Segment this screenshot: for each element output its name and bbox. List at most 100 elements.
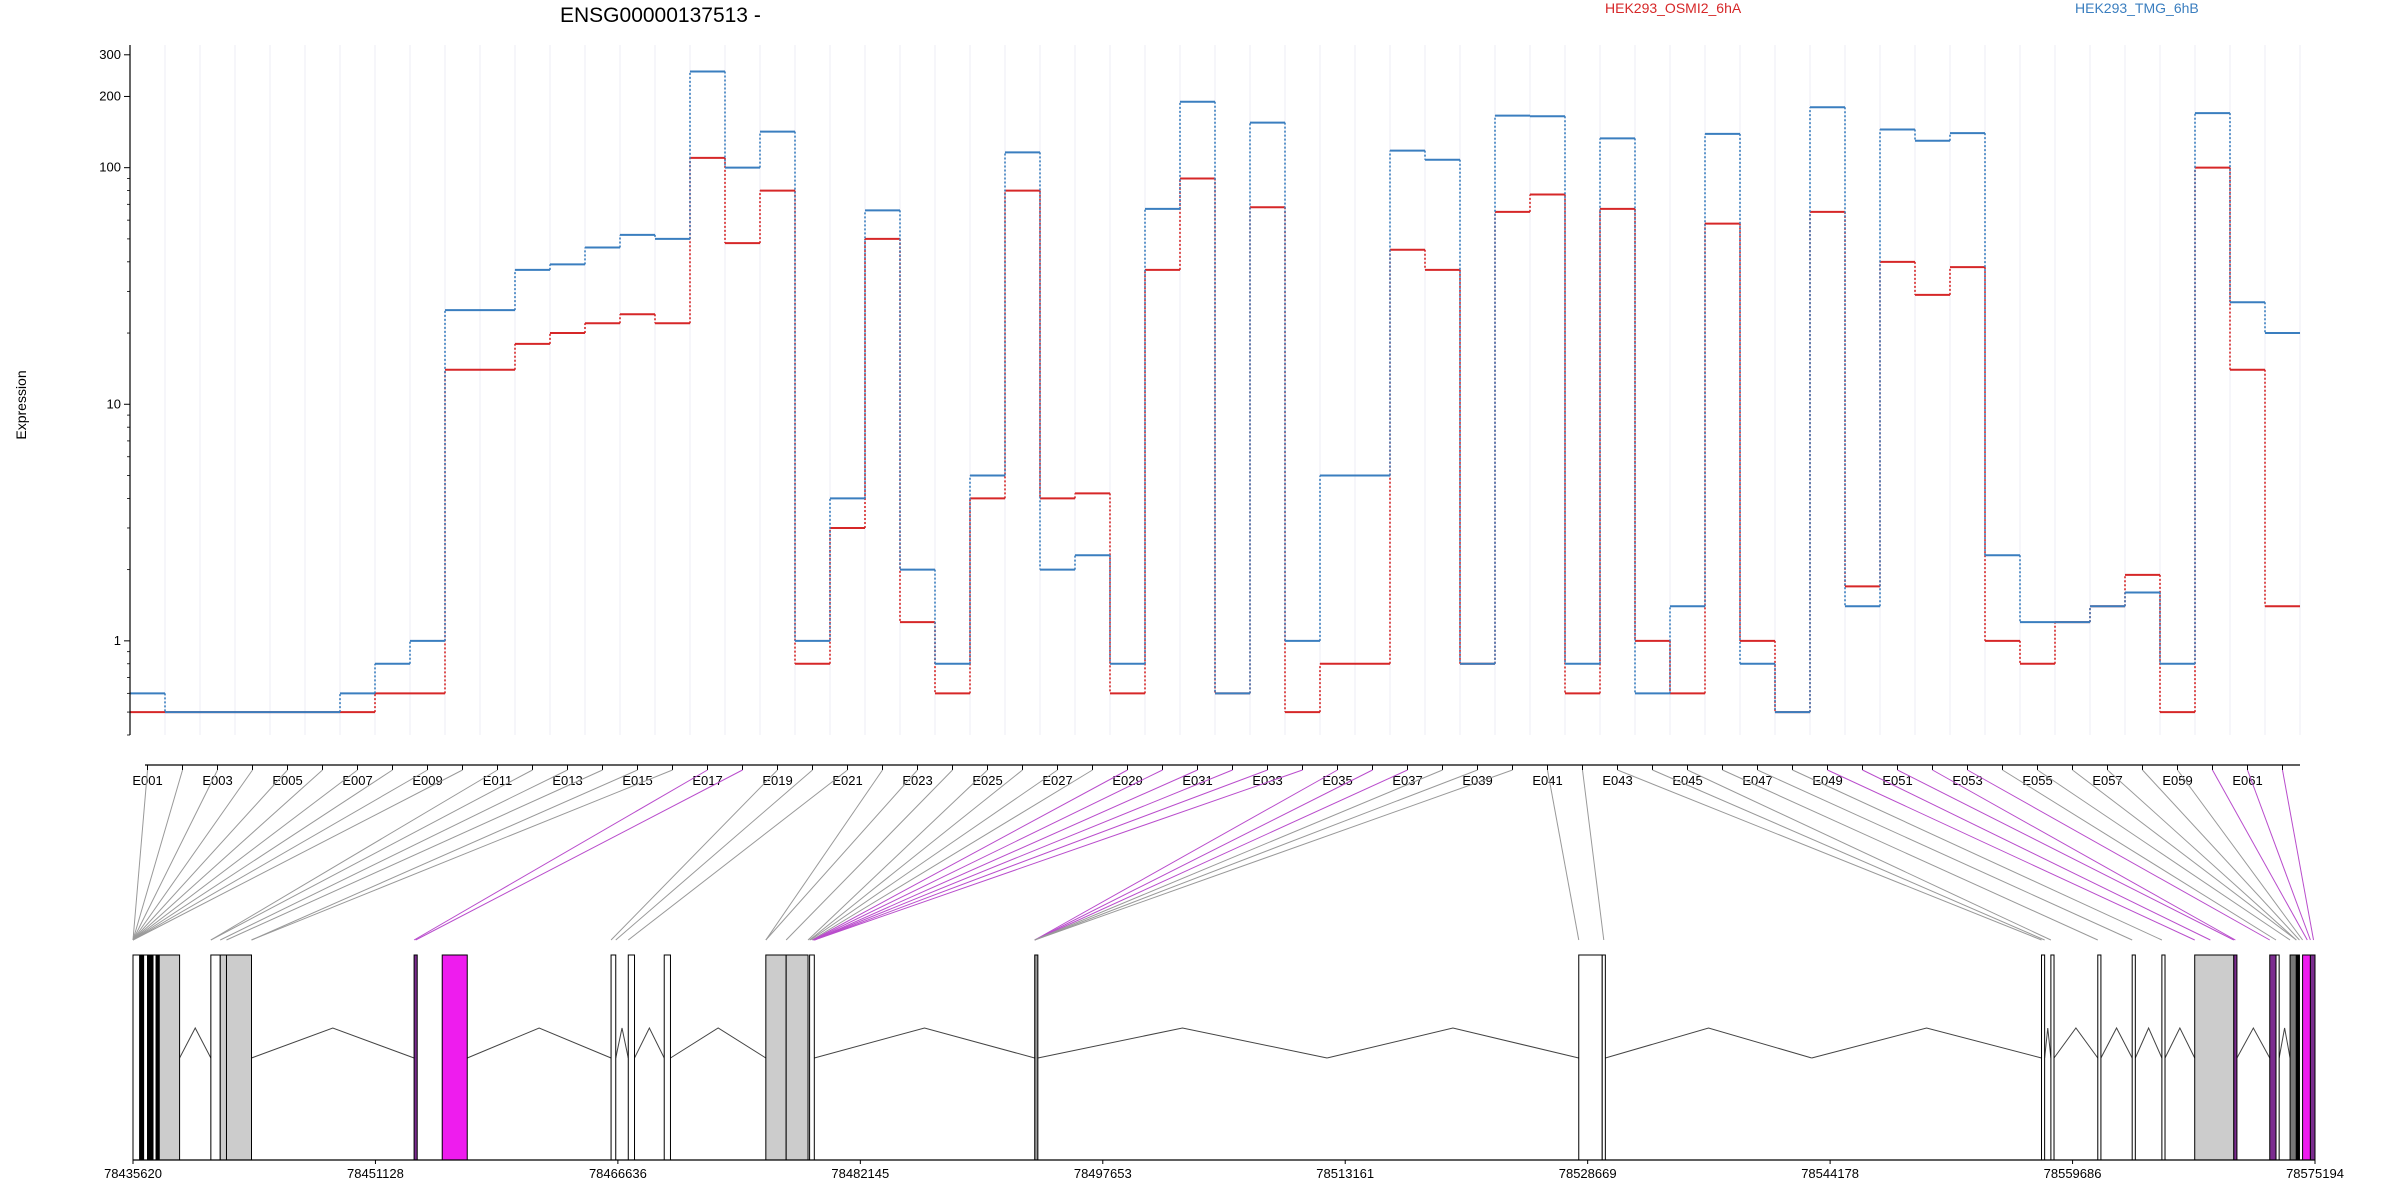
chart-title: ENSG00000137513 - [560, 4, 761, 27]
exon-connector [1547, 769, 1580, 941]
x-tick-label: E049 [1812, 773, 1842, 788]
intron-line [1605, 1027, 1812, 1059]
intron-line [2236, 1026, 2271, 1059]
x-tick-label: E003 [202, 773, 232, 788]
exon-block [132, 954, 141, 1161]
exon-block [2131, 954, 2136, 1161]
y-tick-label: 1 [114, 633, 121, 648]
exon-connector [132, 769, 358, 941]
exon-connector [1897, 769, 2235, 941]
y-tick-label: 300 [99, 47, 121, 62]
exon-connector [210, 769, 498, 941]
exon-connector [1967, 769, 2271, 941]
x-tick-label: E057 [2092, 773, 2122, 788]
exon-connector [415, 769, 743, 941]
exon-connector [813, 769, 1163, 941]
exon-connector [2002, 769, 2277, 941]
x-tick-label: E001 [132, 773, 162, 788]
x-tick-label: E009 [412, 773, 442, 788]
x-tick-label: E033 [1252, 773, 1282, 788]
exon-block [1034, 954, 1039, 1161]
exon-connectors [132, 769, 2315, 941]
exon-connector [132, 769, 253, 941]
intron-line [1811, 1027, 2042, 1059]
exon-connector [132, 769, 463, 941]
x-tick-label: E017 [692, 773, 722, 788]
exon-connector [210, 769, 533, 941]
exon-connector [132, 769, 288, 941]
intron-line [251, 1027, 415, 1059]
exon-connector [809, 769, 1023, 941]
exon-connector [610, 769, 778, 941]
exon-connector [132, 769, 323, 941]
exon-connector [811, 769, 1093, 941]
x-tick-label: E037 [1392, 773, 1422, 788]
exon-block [225, 954, 253, 1161]
exon-connector [810, 769, 1058, 941]
x-tick-label: E019 [762, 773, 792, 788]
exon-connector [1034, 769, 1478, 941]
exon-block [2194, 954, 2235, 1161]
exon-connector [413, 769, 708, 941]
exon-connector [251, 769, 638, 941]
exon-connector [1722, 769, 2098, 941]
x-tick-label: E051 [1882, 773, 1912, 788]
exon-connector [814, 769, 1198, 941]
exon-block [610, 954, 617, 1161]
intron-line [2278, 1027, 2291, 1059]
intron-line [179, 1026, 212, 1059]
exon-connector [2177, 769, 2303, 941]
exon-block [785, 954, 809, 1161]
exon-block [1601, 954, 1606, 1161]
exon-connector [1932, 769, 2236, 941]
intron-line [2164, 1026, 2196, 1059]
exon-connector [1034, 769, 1373, 941]
x-tick-label: E005 [272, 773, 302, 788]
exon-block [2233, 954, 2238, 1161]
exon-connector [1827, 769, 2195, 941]
exon-connector [2282, 769, 2315, 941]
gene-model [132, 954, 2316, 1161]
exon-connector [2107, 769, 2297, 941]
genomic-tick-label: 78544178 [1801, 1166, 1859, 1181]
intron-line [615, 1027, 629, 1059]
genomic-tick-label: 78451128 [347, 1166, 404, 1181]
y-tick-label: 10 [107, 396, 121, 411]
intron-line [2134, 1026, 2163, 1059]
exon-block [627, 954, 636, 1161]
exon-connector [2072, 769, 2297, 941]
intron-line [1037, 1027, 1328, 1059]
intron-line [2100, 1026, 2133, 1059]
x-tick-label: E013 [552, 773, 582, 788]
exon-connector [220, 769, 568, 941]
x-tick-label: E039 [1462, 773, 1492, 788]
exon-connector [132, 769, 218, 941]
exon-block [2309, 954, 2316, 1161]
exon-connector [1757, 769, 2133, 941]
exon-connector [615, 769, 813, 941]
exon-block [2295, 954, 2300, 1161]
y-axis-label: Expression [13, 370, 29, 439]
exon-connector [132, 769, 148, 941]
exon-connector [812, 769, 1128, 941]
legend-entry-series-2: HEK293_TMG_6hB [2075, 0, 2199, 16]
genomic-tick-label: 78575194 [2286, 1166, 2344, 1181]
exon-connector [1034, 769, 1513, 941]
legend-entry-series-1: HEK293_OSMI2_6hA [1605, 0, 1742, 16]
exon-connector [627, 769, 848, 941]
x-tick-label: E047 [1742, 773, 1772, 788]
exon-block [147, 954, 154, 1161]
intron-line [2044, 1027, 2052, 1059]
exon-block [1578, 954, 1603, 1161]
exon-block [441, 954, 468, 1161]
genomic-axis: 78435620 78451128 78466636 78482145 78497653… [104, 1159, 2344, 1181]
x-tick-label: E041 [1532, 773, 1562, 788]
exon-block [2161, 954, 2166, 1161]
x-tick-label: E035 [1322, 773, 1352, 788]
exon-connector [1652, 769, 2045, 941]
exon-connector [251, 769, 673, 941]
intron-line [634, 1026, 665, 1059]
intron-line [670, 1027, 767, 1059]
intron-line [467, 1027, 612, 1059]
series-2 [130, 70, 2300, 714]
